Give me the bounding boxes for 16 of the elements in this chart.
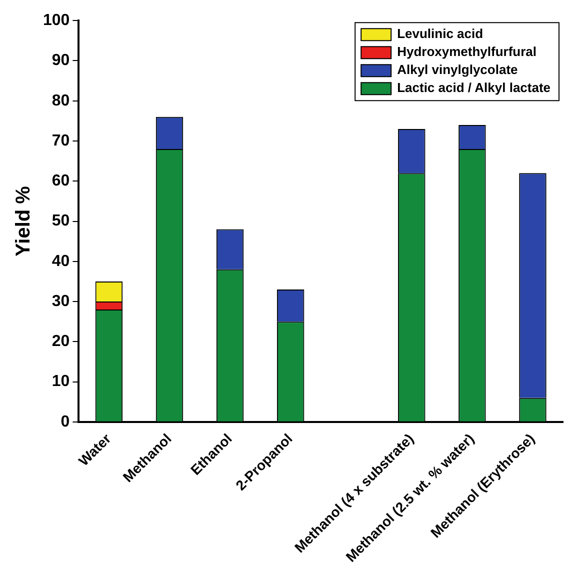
y-tick-label: 70 [52,132,70,150]
y-tick-label: 80 [52,92,70,110]
y-tick-label: 50 [52,212,70,230]
y-tick-label: 100 [42,12,70,30]
y-tick-label: 0 [60,413,70,430]
y-tick-label: 90 [52,52,70,70]
legend-label: Hydroxymethylfurfural [397,44,537,60]
y-tick-label: 10 [52,373,70,390]
legend-label: Alkyl vinylglycolate [397,62,518,78]
y-tick-label: 20 [52,333,70,350]
legend-label: Lactic acid / Alkyl lactate [397,80,551,96]
y-tick-label: 30 [52,292,70,310]
y-axis-title: Yield % [12,186,35,256]
y-tick-label: 60 [52,172,70,190]
y-tick-label: 40 [52,252,70,270]
legend-label: Levulinic acid [397,26,484,42]
